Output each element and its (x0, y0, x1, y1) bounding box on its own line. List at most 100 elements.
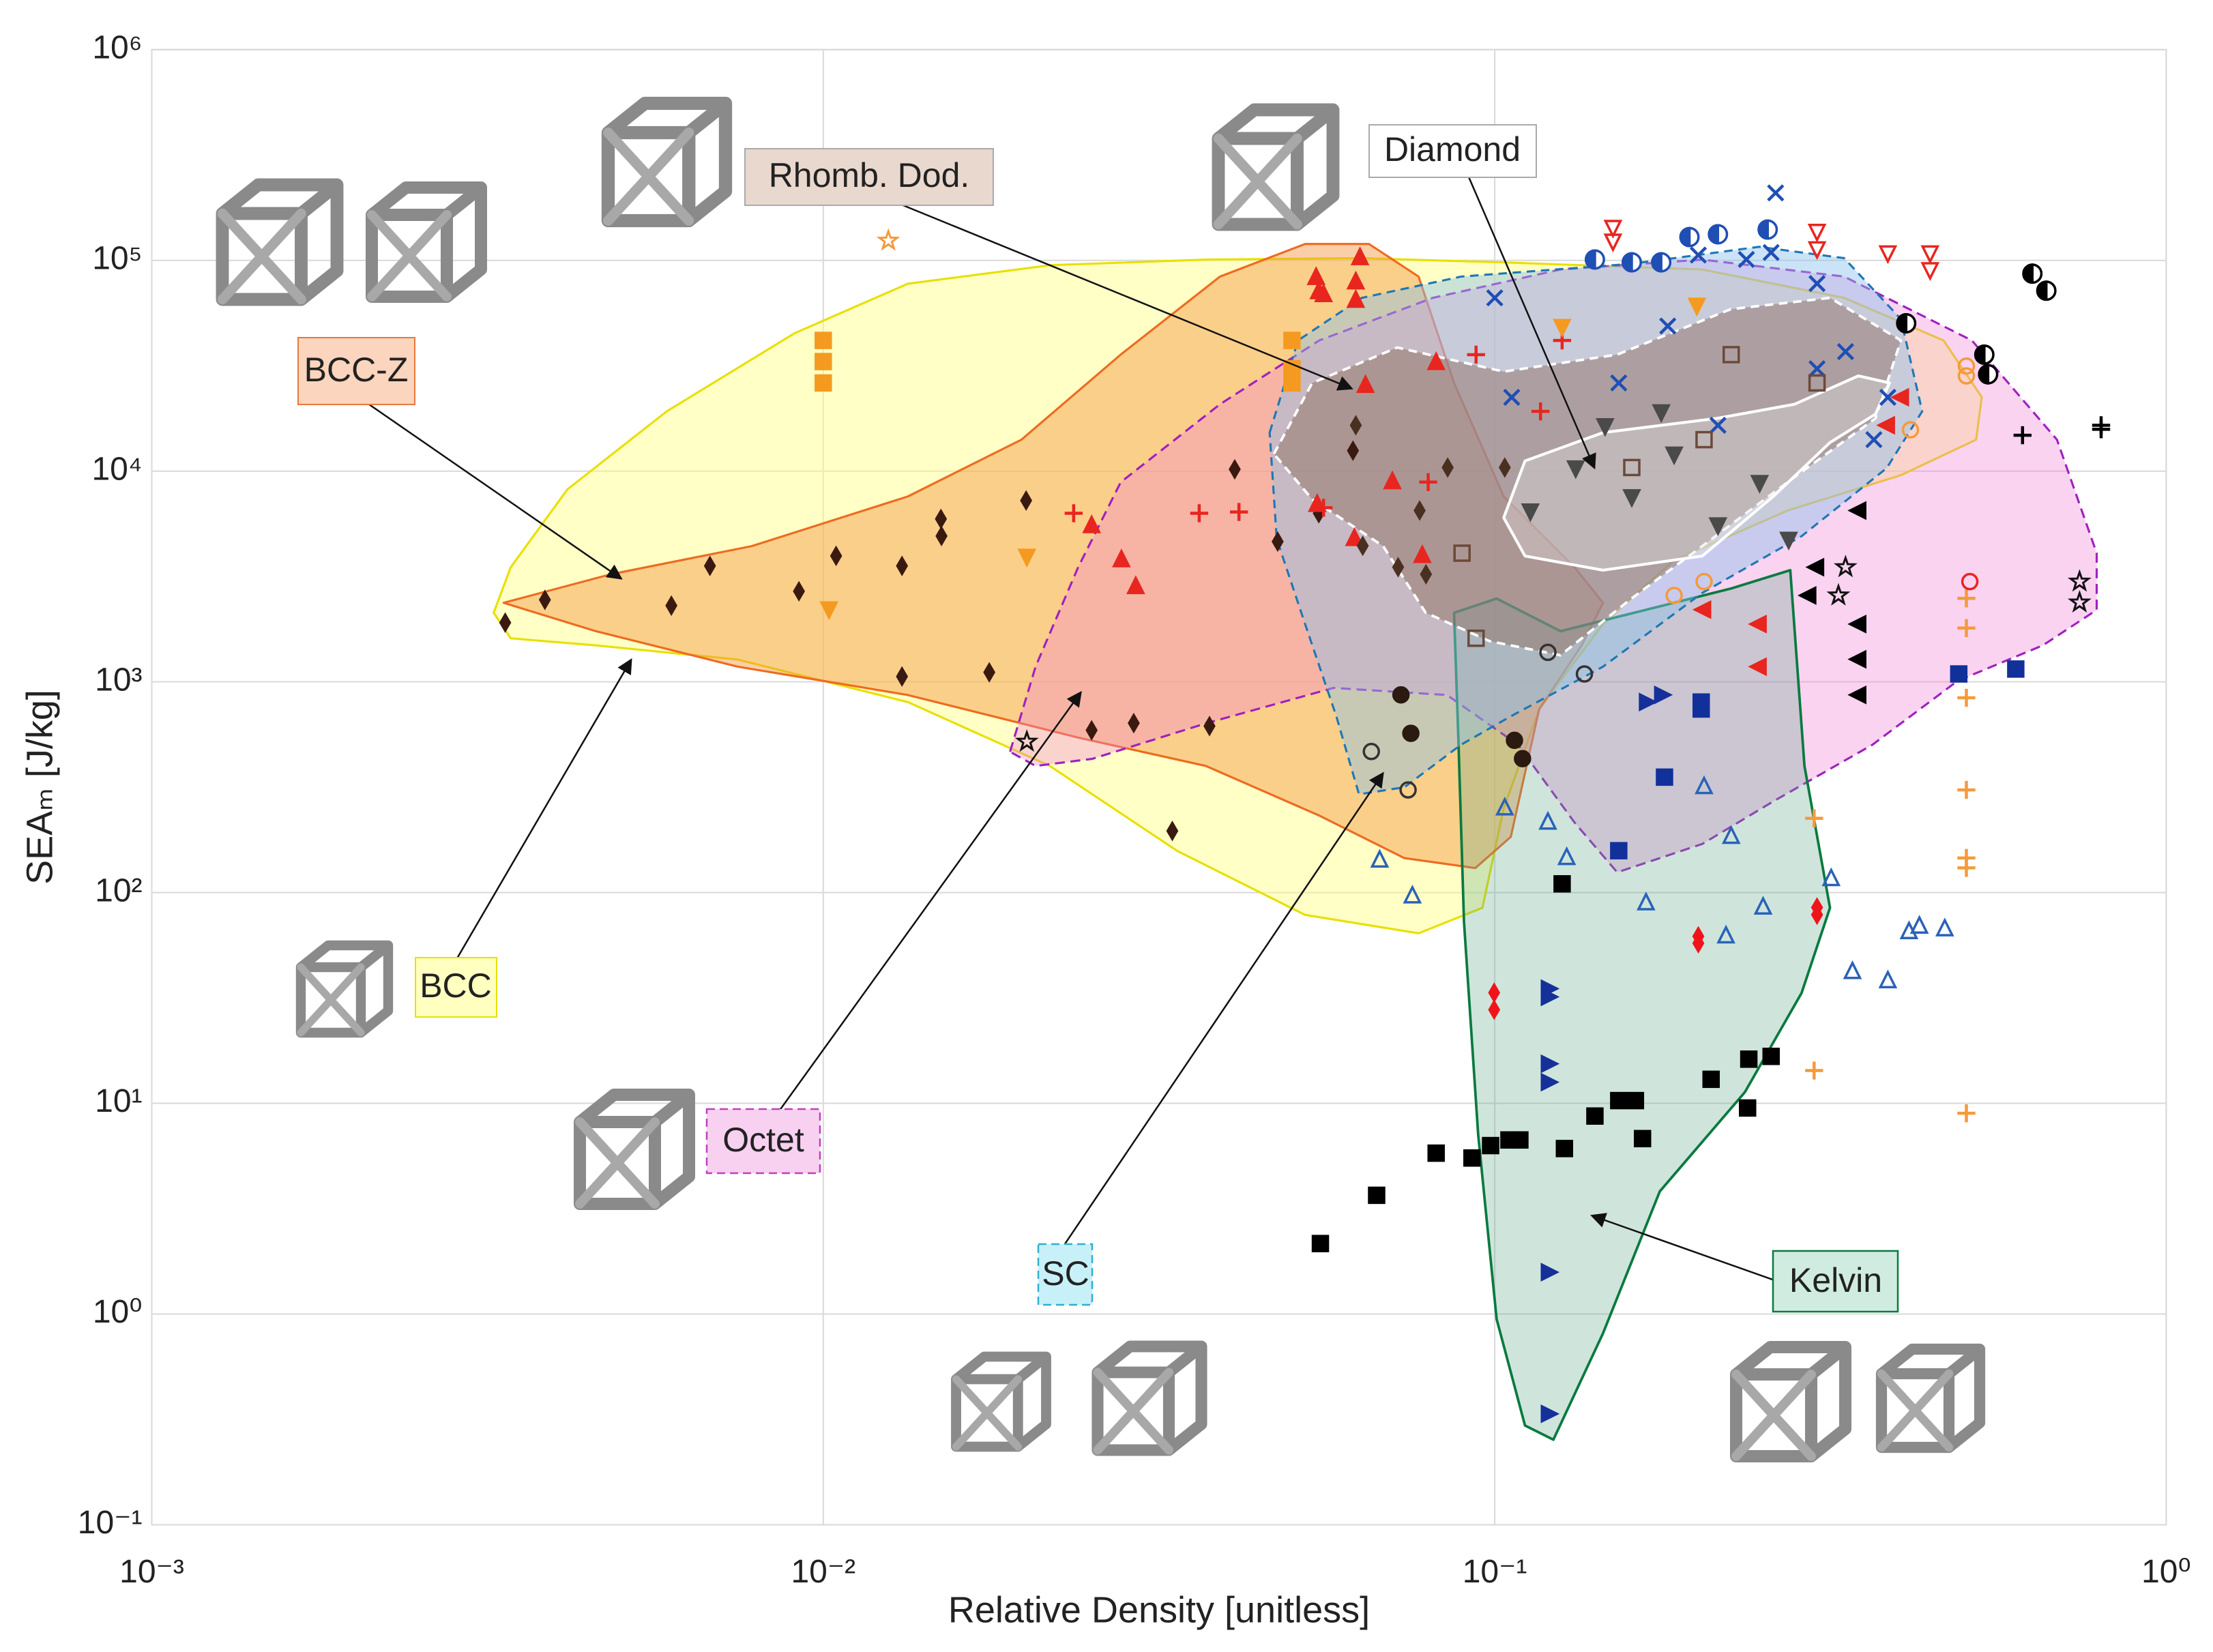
point (1586, 1107, 1604, 1125)
annotation: BCC (420, 967, 492, 1005)
point (2067, 589, 2092, 613)
point (1399, 781, 1417, 799)
point (1128, 712, 1140, 734)
point (1082, 514, 1102, 533)
point (1957, 367, 1976, 385)
region-sc (1268, 246, 1924, 796)
point (665, 595, 677, 617)
point (1665, 446, 1684, 466)
point (1413, 500, 1426, 521)
point (1753, 896, 1773, 915)
point (1610, 842, 1628, 859)
point (1553, 319, 1572, 338)
point (1514, 750, 1531, 768)
point (1566, 460, 1585, 480)
point (819, 601, 839, 621)
region-kelvin (1452, 569, 1832, 1441)
point (1659, 317, 1677, 335)
label-box (1772, 1250, 1899, 1313)
point (1692, 932, 1705, 954)
point (1521, 503, 1540, 522)
annotation: SC (1042, 1254, 1089, 1293)
x-tick-label: 10⁻² (791, 1554, 855, 1590)
point (1347, 440, 1360, 461)
point (793, 580, 806, 602)
arrow (886, 197, 1353, 391)
point (1355, 374, 1375, 394)
arrow (368, 403, 623, 580)
point (1482, 1136, 1499, 1155)
y-tick-label: 10⁵ (92, 240, 142, 276)
point (1349, 415, 1362, 436)
annotation: Octet (722, 1121, 804, 1159)
point (2013, 426, 2032, 445)
point (1203, 716, 1216, 737)
point (1821, 867, 1841, 887)
point (1957, 780, 1976, 799)
point (1540, 1072, 1560, 1092)
point (1865, 430, 1883, 449)
point (1692, 600, 1712, 619)
point (1957, 859, 1976, 877)
annotation: BCC-Z (304, 351, 409, 389)
point (1126, 575, 1145, 595)
point (1702, 1070, 1720, 1089)
point (1420, 563, 1433, 585)
points (499, 184, 2111, 1424)
point (1610, 1091, 1628, 1110)
point (1957, 619, 1976, 637)
point (1695, 430, 1713, 449)
point (1909, 915, 1929, 934)
point (1808, 374, 1826, 392)
point (1272, 531, 1284, 552)
point (1805, 809, 1823, 827)
point (1623, 458, 1641, 477)
point (1748, 657, 1767, 677)
point (1950, 665, 1968, 683)
point (1346, 289, 1366, 308)
point (1488, 999, 1501, 1020)
point (1695, 572, 1713, 591)
point (1467, 345, 1485, 364)
point (1634, 1130, 1652, 1148)
point (1427, 1144, 1445, 1162)
region-rhomb-dod (1272, 296, 1903, 657)
annotation-labels: Rhomb. Dod. Diamond BCC-Z BCC Octet SC K… (297, 124, 1899, 1313)
point (1847, 649, 1866, 669)
point (1506, 731, 1523, 750)
point (1166, 821, 1179, 842)
point (1190, 504, 1209, 522)
region-diamond (1502, 374, 1891, 572)
point (1808, 360, 1826, 378)
label-box (705, 1108, 821, 1175)
point (1721, 825, 1741, 844)
point (1708, 224, 1720, 245)
point (1531, 402, 1550, 421)
point (1419, 473, 1437, 491)
x-tick-label: 10⁰ (2141, 1554, 2191, 1590)
point (1402, 724, 1420, 742)
point (1957, 357, 1976, 375)
point (1847, 501, 1866, 520)
point (1878, 245, 1898, 265)
point (1695, 775, 1714, 795)
point (1709, 416, 1727, 434)
arrow (1590, 1213, 1776, 1282)
point (1935, 917, 1954, 936)
point (1603, 233, 1623, 252)
label-box (415, 957, 497, 1018)
point (1750, 475, 1770, 494)
annotation: Diamond (1384, 130, 1521, 168)
arrow (776, 690, 1082, 1115)
point (1807, 223, 1827, 243)
point (1762, 244, 1780, 261)
point (1540, 1054, 1560, 1074)
point (1896, 312, 1908, 334)
point (1498, 457, 1511, 478)
y-tick-label: 10⁴ (91, 451, 142, 487)
point (1356, 535, 1369, 557)
point (1978, 364, 1990, 385)
region-bcc-z (502, 243, 1604, 870)
point (1805, 557, 1825, 577)
point (983, 662, 996, 683)
